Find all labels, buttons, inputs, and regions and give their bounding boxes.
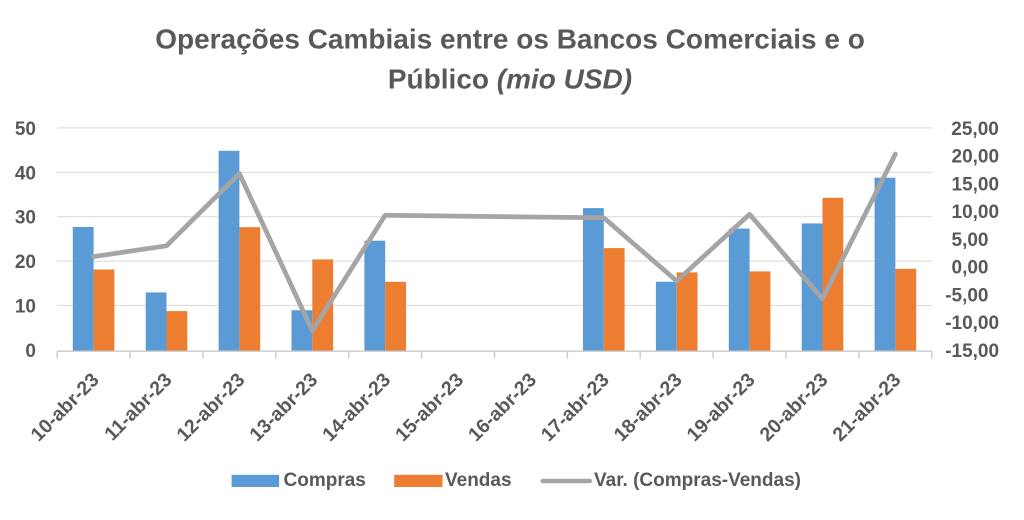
- svg-text:20-abr-23: 20-abr-23: [756, 369, 833, 446]
- svg-text:14-abr-23: 14-abr-23: [318, 369, 395, 446]
- svg-text:10-abr-23: 10-abr-23: [27, 369, 104, 446]
- svg-text:16-abr-23: 16-abr-23: [464, 369, 541, 446]
- svg-text:21-abr-23: 21-abr-23: [828, 369, 905, 446]
- svg-text:20: 20: [15, 252, 36, 273]
- svg-text:13-abr-23: 13-abr-23: [245, 369, 322, 446]
- svg-text:-15,00: -15,00: [945, 341, 999, 362]
- svg-text:-5,00: -5,00: [945, 285, 988, 306]
- svg-text:Var. (Compras-Vendas): Var. (Compras-Vendas): [594, 470, 801, 491]
- svg-text:15,00: 15,00: [952, 174, 1000, 195]
- svg-text:20,00: 20,00: [952, 147, 1000, 168]
- svg-text:18-abr-23: 18-abr-23: [610, 369, 687, 446]
- svg-text:30: 30: [15, 208, 36, 229]
- svg-text:Público (mio USD): Público (mio USD): [388, 64, 632, 95]
- svg-text:17-abr-23: 17-abr-23: [537, 369, 614, 446]
- svg-text:10: 10: [15, 296, 36, 317]
- svg-text:50: 50: [15, 119, 36, 140]
- svg-text:-10,00: -10,00: [945, 313, 999, 334]
- svg-text:Vendas: Vendas: [445, 470, 512, 491]
- svg-text:Operações Cambiais entre os Ba: Operações Cambiais entre os Bancos Comer…: [155, 24, 865, 55]
- svg-text:0: 0: [25, 341, 36, 362]
- svg-text:19-abr-23: 19-abr-23: [683, 369, 760, 446]
- svg-text:25,00: 25,00: [951, 119, 999, 140]
- svg-text:5,00: 5,00: [952, 230, 989, 251]
- svg-text:12-abr-23: 12-abr-23: [172, 369, 249, 446]
- svg-text:15-abr-23: 15-abr-23: [391, 369, 468, 446]
- svg-text:11-abr-23: 11-abr-23: [100, 369, 176, 445]
- svg-text:40: 40: [15, 163, 36, 184]
- svg-text:10,00: 10,00: [952, 202, 1000, 223]
- svg-text:Compras: Compras: [284, 470, 366, 491]
- svg-text:0,00: 0,00: [952, 258, 989, 279]
